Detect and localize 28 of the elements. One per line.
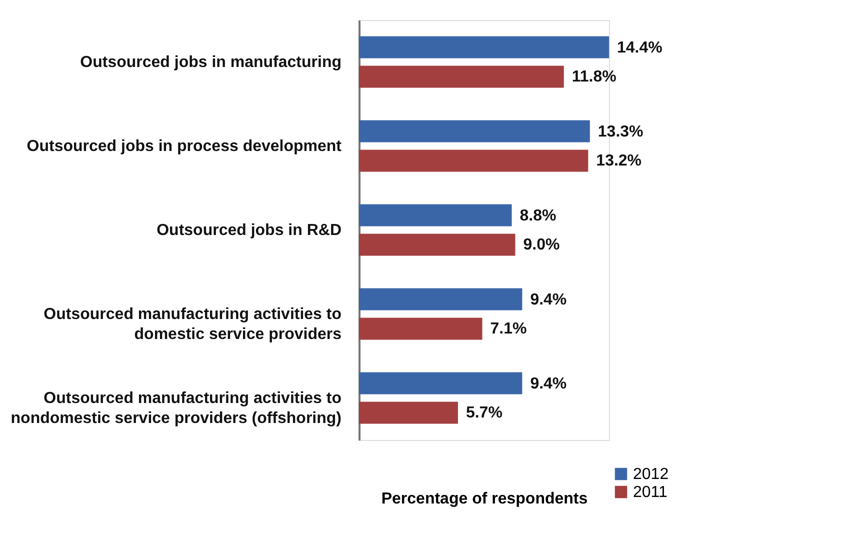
- bar: [359, 318, 482, 340]
- bar: [359, 66, 564, 88]
- x-axis-title: Percentage of respondents: [381, 490, 588, 508]
- y-tick-label: Outsourced manufacturing activities to domestic service providers: [44, 306, 342, 343]
- bar: [359, 234, 516, 256]
- data-label: 9.0%: [523, 236, 560, 254]
- data-label: 11.8%: [572, 68, 616, 86]
- data-label: 13.3%: [598, 123, 644, 140]
- y-tick-label: Outsourced jobs in manufacturing: [80, 54, 342, 71]
- bar: [359, 402, 458, 424]
- bar: [359, 150, 588, 172]
- y-tick-label: Outsourced jobs in R&D: [156, 222, 342, 239]
- bar: [359, 372, 522, 394]
- bar: [359, 204, 512, 226]
- bar: [359, 288, 522, 310]
- legend-label: 2011: [633, 484, 668, 501]
- data-label: 13.2%: [596, 152, 642, 170]
- legend-label: 2012: [633, 466, 669, 483]
- data-label: 9.4%: [530, 375, 567, 392]
- bar: [359, 120, 590, 142]
- y-tick-label: Outsourced jobs in process development: [26, 138, 342, 155]
- bar: [359, 36, 609, 58]
- data-label: 9.4%: [530, 291, 567, 308]
- y-tick-label: Outsourced manufacturing activities to nondomestic service providers (offshoring): [10, 390, 342, 427]
- data-label: 14.4%: [617, 39, 662, 56]
- data-label: 5.7%: [466, 404, 502, 422]
- data-label: 7.1%: [490, 320, 527, 338]
- data-label: 8.8%: [520, 207, 556, 224]
